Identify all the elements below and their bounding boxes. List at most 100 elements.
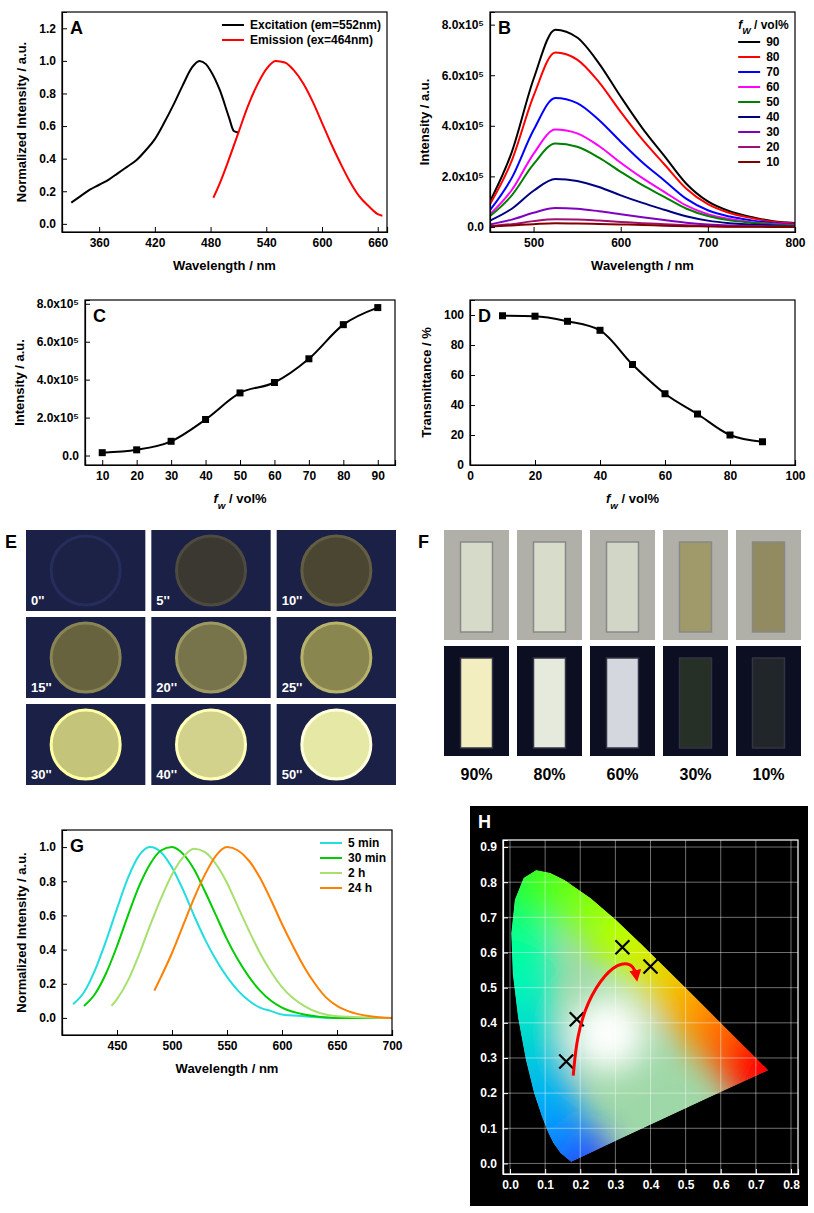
tick: 0.8 bbox=[480, 876, 508, 890]
tick-mark bbox=[62, 159, 67, 160]
photo-droplet bbox=[177, 536, 246, 605]
x-axis: 0.00.10.20.30.40.50.60.70.8 bbox=[502, 1169, 800, 1192]
tick-mark bbox=[665, 460, 666, 465]
tick-label: 0.0 bbox=[39, 1011, 56, 1025]
tick: 80 bbox=[451, 338, 475, 352]
tick-label: 1.0 bbox=[39, 54, 56, 68]
photo-background bbox=[444, 646, 509, 756]
tick-label: 0 bbox=[467, 469, 474, 483]
axis-line bbox=[63, 831, 68, 1036]
tick: 450 bbox=[107, 1030, 127, 1053]
photo-background bbox=[663, 646, 728, 756]
grid-line bbox=[503, 952, 798, 953]
grid-line bbox=[503, 1057, 798, 1058]
tick-mark bbox=[795, 460, 796, 465]
tick-mark bbox=[686, 1169, 687, 1174]
tick-label: 0.6 bbox=[480, 946, 497, 960]
marker-square bbox=[564, 318, 571, 325]
tick-label: 6.0x10⁵ bbox=[442, 69, 484, 83]
tick-label: 0.1 bbox=[537, 1178, 554, 1192]
tick-label: 360 bbox=[90, 236, 110, 250]
legend-label: 30 bbox=[766, 125, 780, 139]
panel: 4505005506006507000.00.20.40.60.81.0Wave… bbox=[14, 830, 403, 1076]
white-point-glow bbox=[570, 996, 646, 1072]
tick-label: 600 bbox=[272, 1039, 292, 1053]
figure: 3604204805406006600.00.20.40.60.81.01.2W… bbox=[0, 0, 814, 1213]
tick-label: 2.0x10⁵ bbox=[442, 170, 484, 184]
tick-mark bbox=[62, 126, 67, 127]
tick-label: 0.4 bbox=[480, 1016, 497, 1030]
legend-title: fW / vol% bbox=[738, 18, 789, 36]
axis-line bbox=[63, 13, 68, 233]
tick: 650 bbox=[327, 1030, 347, 1053]
marker-square bbox=[694, 411, 701, 418]
legend: 5 min30 min2 h24 h bbox=[320, 836, 386, 895]
y-axis: 0.02.0x10⁵4.0x10⁵6.0x10⁵8.0x10⁵ bbox=[37, 297, 90, 465]
grid-line bbox=[503, 917, 798, 918]
tick: 4.0x10⁵ bbox=[37, 373, 90, 387]
tick: 60 bbox=[451, 368, 475, 382]
tick-label: 1.2 bbox=[39, 22, 56, 36]
panel-letter: D bbox=[478, 306, 491, 326]
marker-square bbox=[340, 321, 347, 328]
tick-mark bbox=[62, 881, 67, 882]
cuvette-uv bbox=[607, 658, 639, 748]
series-line bbox=[490, 179, 795, 226]
tick-mark bbox=[102, 460, 103, 465]
tick: 1.0 bbox=[39, 840, 67, 854]
tick-label: 20 bbox=[130, 469, 144, 483]
tick-mark bbox=[534, 227, 535, 232]
photo-droplet bbox=[51, 536, 120, 605]
legend-label: 30 min bbox=[348, 851, 386, 865]
tick: 80 bbox=[724, 460, 738, 483]
tick: 0.6 bbox=[39, 909, 67, 923]
series-line bbox=[490, 223, 795, 227]
marker-square bbox=[532, 313, 539, 320]
cuvette-label: 90% bbox=[460, 766, 492, 783]
tick-label: 0.3 bbox=[608, 1178, 625, 1192]
cuvette-daylight bbox=[607, 542, 639, 632]
tick: 480 bbox=[201, 227, 221, 250]
photo-background bbox=[26, 704, 145, 785]
y-axis: 0.00.10.20.30.40.50.60.70.80.9 bbox=[480, 840, 508, 1174]
x-axis-title: Wavelength / nm bbox=[173, 258, 276, 273]
photo-droplet bbox=[302, 536, 371, 605]
tick-label: 60 bbox=[659, 469, 673, 483]
tick-mark bbox=[503, 1128, 508, 1129]
tick-mark bbox=[62, 984, 67, 985]
tick: 600 bbox=[312, 227, 332, 250]
photo-background bbox=[444, 530, 509, 640]
legend-swatch bbox=[738, 161, 760, 163]
tick-mark bbox=[206, 460, 207, 465]
series-line bbox=[490, 219, 795, 226]
photo-label: 25'' bbox=[282, 680, 303, 695]
tick: 550 bbox=[217, 1030, 237, 1053]
tick: 6.0x10⁵ bbox=[37, 335, 90, 349]
tick-mark bbox=[62, 915, 67, 916]
tick: 0.2 bbox=[39, 977, 67, 991]
tick-label: 0.2 bbox=[39, 185, 56, 199]
grid-line bbox=[503, 987, 798, 988]
cuvette-uv bbox=[680, 658, 712, 748]
tick-mark bbox=[85, 342, 90, 343]
tick: 0.5 bbox=[480, 981, 508, 995]
x-axis-title: fw / vol% bbox=[606, 491, 660, 511]
panel-letter: A bbox=[70, 18, 83, 38]
tick: 700 bbox=[698, 227, 718, 250]
marker-square bbox=[271, 379, 278, 386]
text-rest: / vol% bbox=[751, 18, 789, 32]
legend-label: Excitation (em=552nm) bbox=[250, 18, 381, 32]
tick: 0.2 bbox=[39, 185, 67, 199]
tick-label: 8.0x10⁵ bbox=[37, 297, 79, 311]
tick: 4.0x10⁵ bbox=[442, 119, 495, 133]
marker-square bbox=[168, 438, 175, 445]
legend-swatch bbox=[320, 857, 342, 859]
tick: 8.0x10⁵ bbox=[442, 18, 495, 32]
tick-label: 660 bbox=[368, 236, 388, 250]
marker-square bbox=[133, 446, 140, 453]
tick-label: 0.7 bbox=[480, 911, 497, 925]
tick: 0.6 bbox=[39, 119, 67, 133]
photo-background bbox=[517, 530, 582, 640]
tick: 1.2 bbox=[39, 22, 67, 36]
tick-mark bbox=[490, 75, 495, 76]
